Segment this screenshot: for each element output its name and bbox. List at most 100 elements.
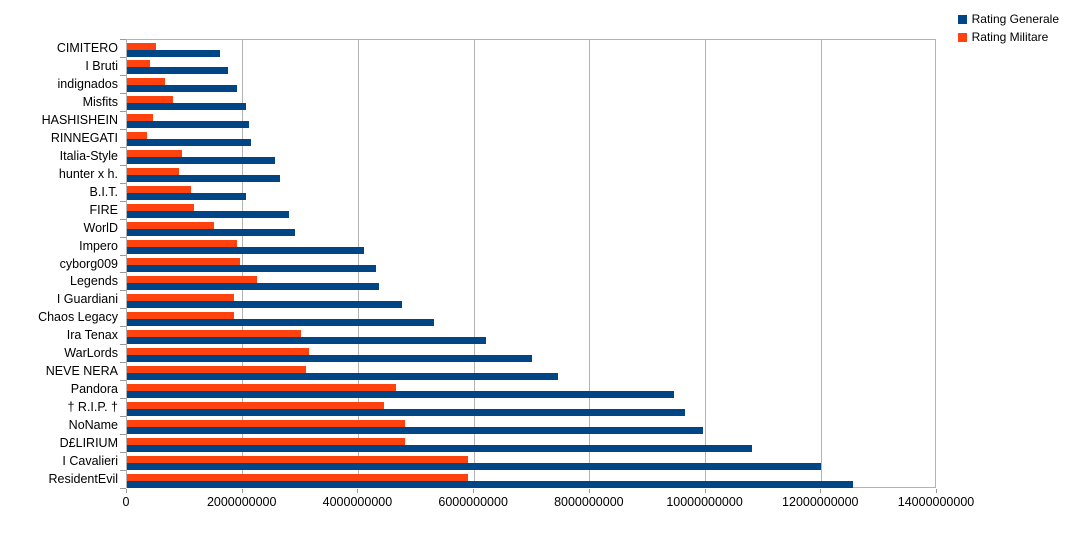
y-axis-tick: [120, 362, 126, 364]
y-axis-tick: [120, 290, 126, 292]
plot-area: [126, 39, 936, 488]
gridline: [820, 40, 822, 487]
category-label: Impero: [79, 238, 118, 253]
gridline: [242, 40, 244, 487]
category-label: Misfits: [82, 94, 118, 109]
bar-rating-generale: [127, 462, 822, 470]
bar-rating-generale: [127, 175, 281, 183]
legend-item: Rating Generale: [957, 12, 1059, 26]
bar-rating-generale: [127, 265, 376, 273]
x-axis-tick: [473, 489, 475, 493]
gridline: [473, 40, 475, 487]
x-axis-tick: [126, 489, 127, 493]
bar-rating-generale: [127, 300, 402, 308]
bar-rating-militare: [127, 240, 237, 248]
y-axis-tick: [120, 110, 126, 112]
x-axis-label: 0: [122, 495, 130, 509]
bar-rating-generale: [127, 49, 220, 57]
bar-rating-militare: [127, 473, 469, 481]
bar-rating-militare: [127, 275, 258, 283]
bar-rating-generale: [127, 247, 365, 255]
bar-rating-militare: [127, 365, 307, 373]
x-axis-tick: [704, 489, 706, 493]
bar-rating-militare: [127, 329, 301, 337]
legend-label: Rating Generale: [971, 12, 1059, 26]
category-label: NoName: [68, 418, 118, 433]
bar-rating-generale: [127, 426, 703, 434]
y-axis-tick: [120, 254, 126, 256]
bar-rating-militare: [127, 114, 154, 122]
x-axis-tick: [936, 489, 937, 493]
category-label: hunter x h.: [58, 166, 118, 181]
bar-rating-militare: [127, 347, 310, 355]
legend-item: Rating Militare: [957, 30, 1059, 44]
category-label: † R.I.P. †: [67, 400, 119, 415]
y-axis-tick: [120, 218, 126, 220]
y-axis-tick: [120, 164, 126, 166]
bar-rating-generale: [127, 282, 379, 290]
bar-rating-generale: [127, 354, 532, 362]
x-axis-label: 12000000000: [782, 495, 859, 509]
bar-rating-generale: [127, 444, 752, 452]
y-axis-tick: [120, 308, 126, 310]
category-label: NEVE NERA: [45, 364, 118, 379]
category-label: Italia-Style: [59, 148, 118, 163]
y-axis-tick: [120, 272, 126, 274]
category-label: Chaos Legacy: [38, 310, 118, 325]
bar-rating-generale: [127, 157, 275, 165]
bar-rating-generale: [127, 193, 246, 201]
bar-rating-generale: [127, 390, 674, 398]
bar-rating-militare: [127, 78, 165, 86]
gridline: [589, 40, 591, 487]
bar-rating-militare: [127, 132, 148, 140]
y-axis-tick: [120, 92, 126, 94]
bar-rating-generale: [127, 211, 289, 219]
x-axis-label: 14000000000: [897, 495, 975, 509]
bar-rating-militare: [127, 150, 182, 158]
x-axis-tick: [241, 489, 243, 493]
bar-rating-militare: [127, 42, 156, 50]
bar-rating-militare: [127, 60, 151, 68]
y-axis-tick: [120, 434, 126, 436]
bar-rating-militare: [127, 401, 385, 409]
x-axis-label: 10000000000: [666, 495, 743, 509]
y-axis-tick: [120, 344, 126, 346]
bar-rating-generale: [127, 229, 295, 237]
bar-rating-generale: [127, 67, 229, 75]
y-axis-tick: [120, 236, 126, 238]
bar-rating-generale: [127, 372, 559, 380]
bar-rating-generale: [127, 480, 854, 488]
legend-label: Rating Militare: [971, 30, 1049, 44]
x-axis-label: 8000000000: [554, 495, 624, 509]
x-axis-label: 4000000000: [322, 495, 393, 509]
y-axis-tick: [120, 416, 126, 418]
y-axis-tick: [120, 74, 126, 76]
category-label: Legends: [70, 274, 118, 289]
category-label: FIRE: [89, 202, 118, 217]
x-axis-tick: [820, 489, 822, 493]
bar-rating-militare: [127, 419, 405, 427]
bar-rating-militare: [127, 186, 191, 194]
category-label: WarLords: [64, 346, 118, 361]
gridline: [357, 40, 359, 487]
legend: Rating Generale Rating Militare: [957, 12, 1059, 49]
y-axis-tick: [120, 39, 126, 40]
y-axis-tick: [120, 470, 126, 472]
category-label: WorlD: [83, 220, 119, 235]
y-axis-tick: [120, 56, 126, 58]
y-axis-tick: [120, 380, 126, 382]
category-label: RINNEGATI: [50, 130, 118, 145]
bar-rating-militare: [127, 311, 235, 319]
category-label: CIMITERO: [56, 40, 118, 55]
category-label: HASHISHEIN: [41, 112, 118, 127]
category-label: B.I.T.: [89, 184, 118, 199]
category-label: I Guardiani: [56, 292, 118, 307]
bar-rating-militare: [127, 437, 405, 445]
y-axis-tick: [120, 146, 126, 148]
bar-rating-generale: [127, 121, 249, 129]
y-axis-tick: [120, 326, 126, 328]
y-axis-tick: [120, 128, 126, 130]
x-axis-tick: [357, 489, 359, 493]
bar-rating-militare: [127, 293, 235, 301]
